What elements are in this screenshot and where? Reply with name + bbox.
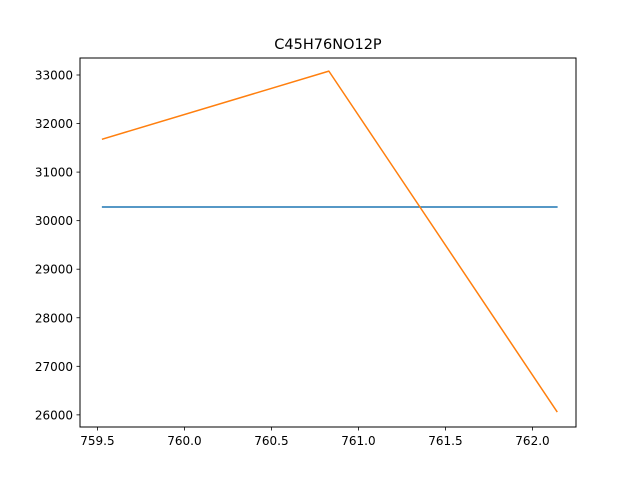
- y-tick-label: 27000: [35, 360, 73, 374]
- y-tick-label: 28000: [35, 311, 73, 325]
- series-layer: [101, 70, 558, 413]
- plot-frame: [79, 57, 577, 428]
- y-tick-label: 33000: [35, 68, 73, 82]
- y-tick-label: 29000: [35, 263, 73, 277]
- x-tick-label: 761.5: [428, 434, 462, 448]
- y-tick-label: 26000: [35, 408, 73, 422]
- x-axis: 759.5 760.0 760.5 761.0 761.5 762.0: [80, 427, 550, 448]
- x-tick-label: 760.5: [254, 434, 288, 448]
- x-tick-label: 762.0: [515, 434, 549, 448]
- x-tick-label: 761.0: [341, 434, 375, 448]
- x-tick-label: 760.0: [167, 434, 201, 448]
- chart-title: C45H76NO12P: [274, 37, 382, 53]
- series-line-2: [101, 70, 558, 413]
- x-tick-label: 759.5: [80, 434, 114, 448]
- y-tick-label: 31000: [35, 166, 73, 180]
- y-tick-label: 30000: [35, 214, 73, 228]
- y-tick-label: 32000: [35, 117, 73, 131]
- y-axis: 26000 27000 28000 29000 30000 31000 32000 33000: [35, 68, 80, 422]
